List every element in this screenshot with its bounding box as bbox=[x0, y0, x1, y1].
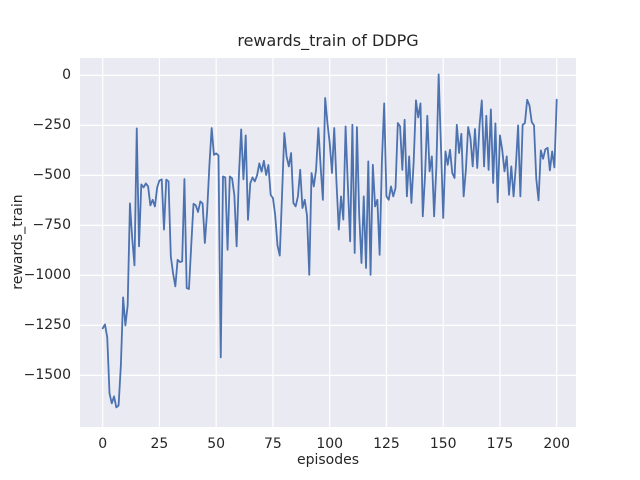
plot-area bbox=[80, 57, 576, 428]
chart-title: rewards_train of DDPG bbox=[237, 31, 419, 50]
chart-svg bbox=[80, 57, 576, 428]
x-tick-label: 150 bbox=[429, 436, 457, 452]
x-tick-label: 175 bbox=[486, 436, 514, 452]
x-tick-label: 75 bbox=[264, 436, 282, 452]
y-tick-label: 0 bbox=[62, 67, 71, 83]
y-tick-label: −250 bbox=[32, 117, 71, 133]
x-tick-label: 100 bbox=[316, 436, 344, 452]
y-tick-label: −1250 bbox=[23, 317, 71, 333]
y-tick-label: −500 bbox=[32, 167, 71, 183]
x-tick-label: 50 bbox=[207, 436, 226, 452]
x-tick-label: 25 bbox=[150, 436, 169, 452]
series-line-rewards-train bbox=[101, 73, 558, 408]
y-tick-label: −750 bbox=[32, 217, 71, 233]
y-tick-label: −1500 bbox=[23, 367, 71, 383]
x-tick-label: 0 bbox=[98, 436, 108, 452]
x-tick-label: 125 bbox=[373, 436, 400, 452]
y-tick-label: −1000 bbox=[23, 267, 71, 283]
x-axis-label: episodes bbox=[296, 452, 360, 468]
x-tick-label: 200 bbox=[543, 436, 571, 452]
